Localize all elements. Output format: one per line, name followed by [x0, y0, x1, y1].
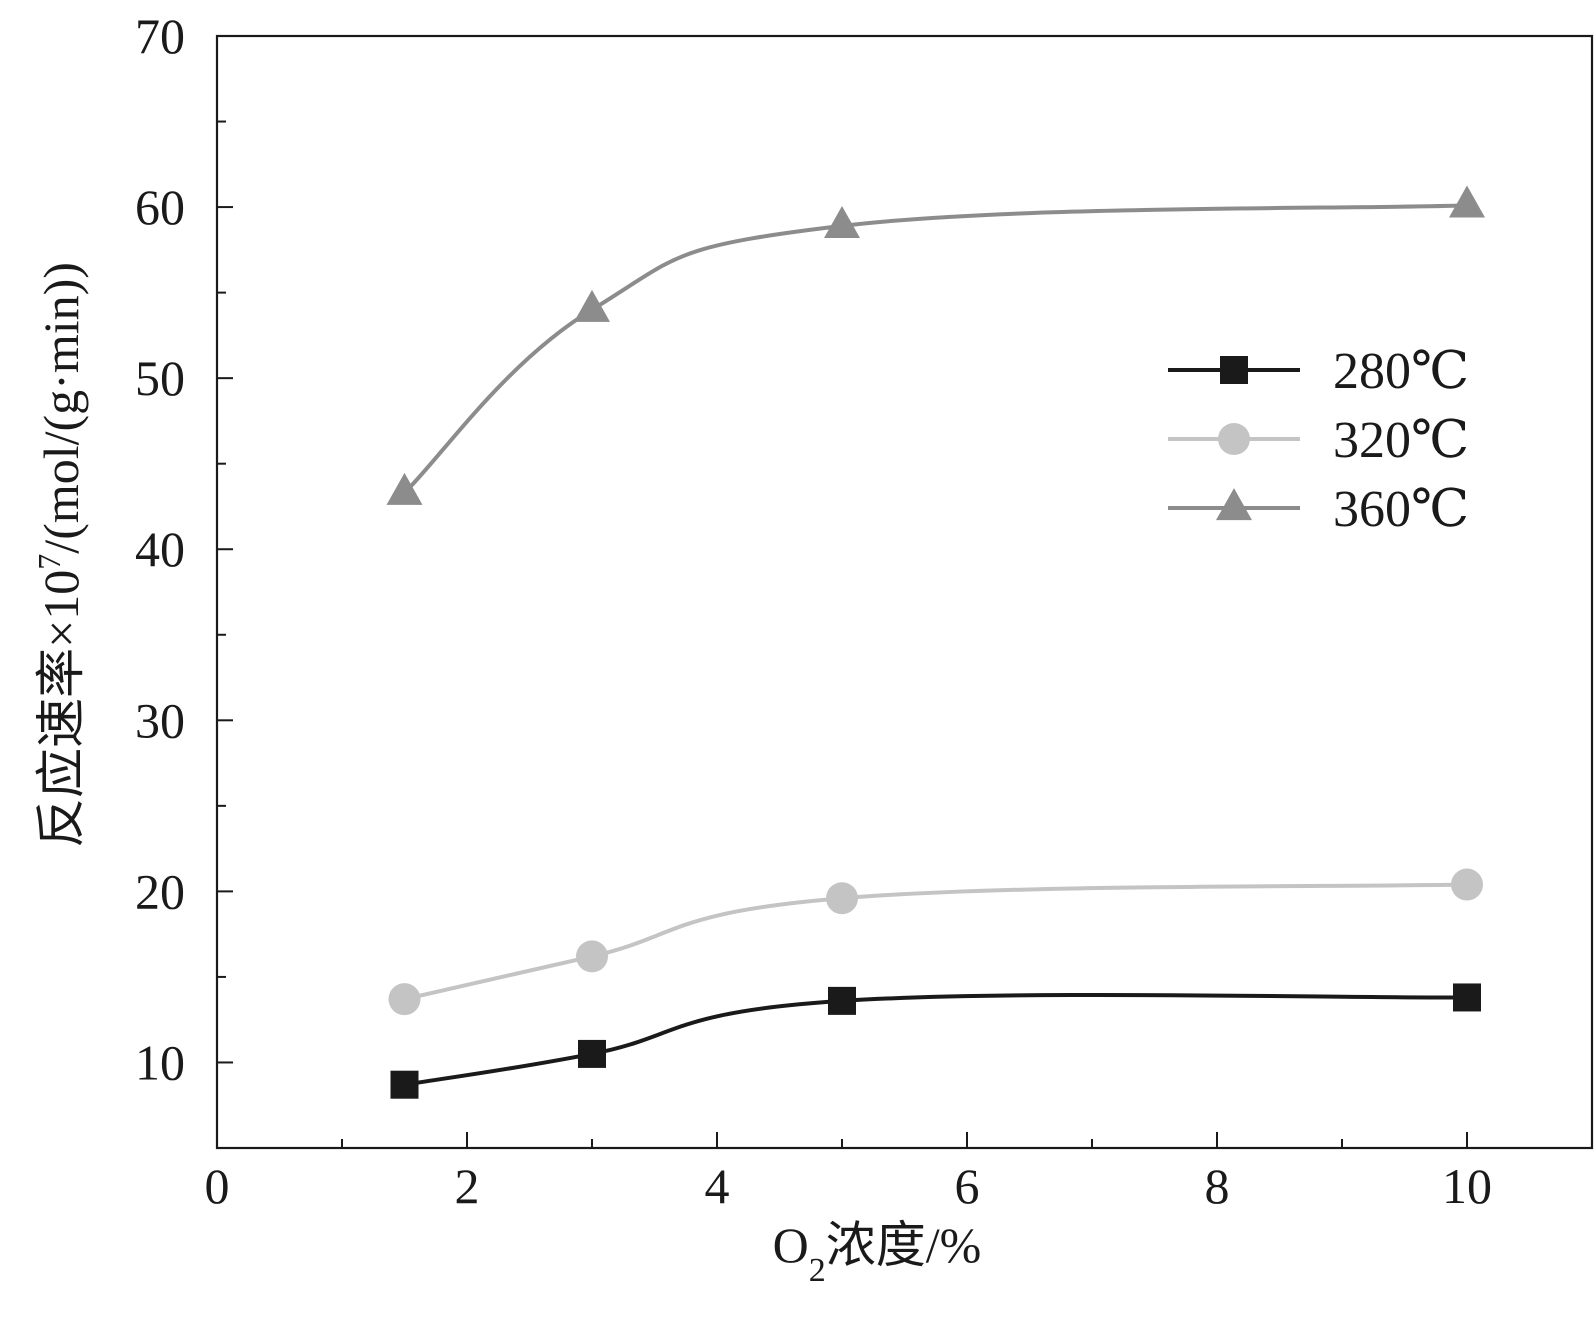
x-axis-title-subscript: 2: [809, 1252, 826, 1289]
x-tick-label: 10: [1442, 1158, 1492, 1214]
data-point: [386, 472, 423, 505]
data-point: [388, 983, 421, 1016]
y-tick-label: 70: [135, 8, 185, 64]
x-axis-title-suffix: 浓度/%: [826, 1217, 982, 1273]
legend-marker: [1220, 356, 1248, 384]
chart-axes: 0 2 4 6 8 10 10 20 30 40 50 60 70: [135, 8, 1594, 1214]
data-point: [578, 1039, 606, 1068]
plot-frame: [215, 34, 1594, 1150]
series-line: [404, 882, 1468, 1002]
legend-marker: [1216, 488, 1252, 521]
legend-item: 360℃: [1168, 481, 1469, 538]
y-axis-title-main: 反应速率×10: [33, 570, 89, 848]
x-tick-label: 6: [955, 1158, 980, 1214]
y-tick-label: 50: [135, 350, 185, 406]
data-point: [1449, 185, 1485, 218]
x-axis-title-prefix: O: [773, 1217, 809, 1273]
data-point: [828, 986, 856, 1015]
data-point: [574, 289, 610, 322]
y-axis-title-unit: /(mol/(g·min)): [33, 262, 89, 554]
legend-label: 360℃: [1333, 481, 1469, 538]
data-point: [390, 1070, 419, 1099]
chart-series: [386, 185, 1485, 1099]
legend-item: 320℃: [1168, 412, 1469, 469]
y-tick-label: 60: [135, 179, 185, 235]
x-tick-label: 8: [1205, 1158, 1230, 1214]
y-tick-label: 30: [135, 692, 185, 748]
legend-marker: [1218, 423, 1250, 455]
data-point: [576, 940, 608, 973]
y-tick-label: 20: [135, 863, 185, 919]
data-point: [1453, 983, 1481, 1012]
legend-label: 320℃: [1333, 412, 1469, 469]
x-tick-label: 0: [205, 1158, 230, 1214]
data-point: [826, 882, 858, 915]
legend-item: 280℃: [1168, 343, 1469, 400]
series-2: [388, 868, 1483, 1016]
legend-label: 280℃: [1333, 343, 1469, 400]
series-line: [403, 203, 1468, 495]
y-axis-title-superscript: 7: [31, 554, 67, 570]
series-1: [390, 983, 1481, 1099]
y-tick-label: 10: [135, 1034, 185, 1090]
x-tick-label: 2: [455, 1158, 480, 1214]
data-point: [1451, 868, 1483, 901]
series-3: [386, 185, 1485, 505]
data-point: [824, 206, 860, 239]
y-tick-label: 40: [135, 521, 185, 577]
chart-legend: 280℃ 320℃ 360℃: [1168, 343, 1469, 538]
x-axis-title: O2浓度/%: [773, 1217, 982, 1289]
series-line: [404, 992, 1468, 1087]
y-axis-title: 反应速率×107/(mol/(g·min)): [31, 262, 89, 848]
x-tick-label: 4: [705, 1158, 730, 1214]
